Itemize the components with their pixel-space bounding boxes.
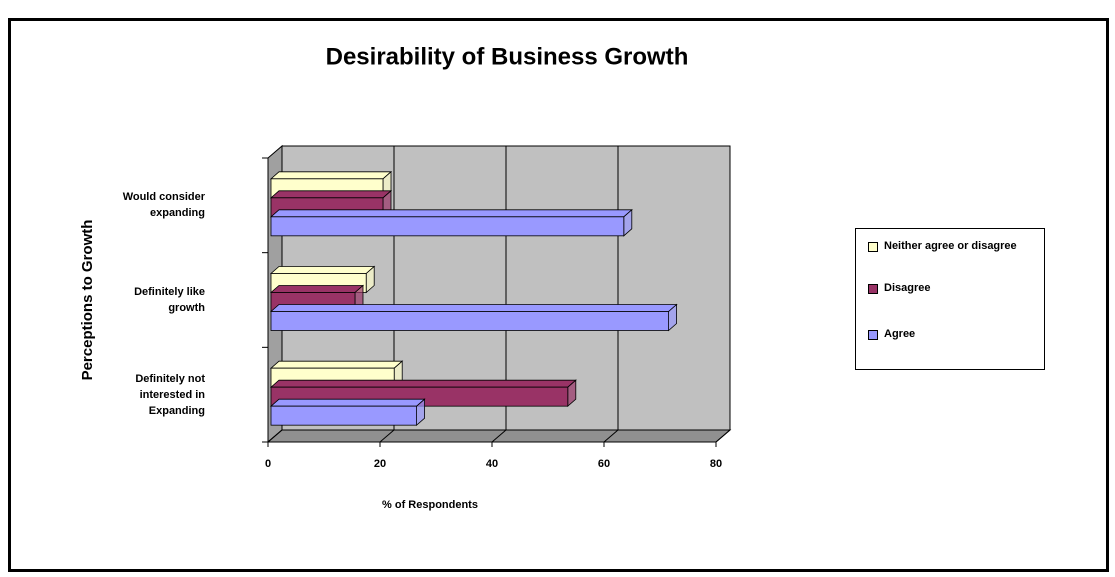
bar-top: [269, 190, 393, 199]
x-tick-label: 60: [598, 458, 610, 470]
bar: [269, 303, 678, 332]
y-tick-label: Definitely not interested in Expanding: [135, 372, 205, 417]
bar-top: [269, 379, 577, 388]
bar: [269, 208, 633, 237]
legend-label: Disagree: [884, 282, 931, 294]
bar-top: [269, 360, 404, 369]
grid-line: [267, 429, 283, 443]
grid-line: [379, 429, 395, 443]
x-tick-label: 20: [374, 458, 386, 470]
grid-line: [715, 429, 731, 443]
legend-item: Agree: [868, 327, 1038, 342]
y-tick-label: Would consider expanding: [122, 191, 205, 220]
legend-label: Neither agree or disagree: [884, 240, 1017, 252]
chart-frame: [8, 18, 1109, 572]
x-tick-label: 80: [710, 458, 722, 470]
y-axis-label: Perceptions to Growth: [79, 220, 96, 381]
legend-swatch: [868, 284, 878, 294]
x-axis-label: % of Respondents: [382, 499, 478, 511]
chart-title: Desirability of Business Growth: [326, 43, 689, 70]
grid-line: [491, 429, 507, 443]
bar-front: [270, 405, 418, 426]
bar-top: [269, 266, 376, 274]
legend-item: Disagree: [868, 281, 1038, 296]
bar-top: [269, 171, 393, 180]
x-tick-label: 40: [486, 458, 498, 470]
bar: [269, 398, 426, 427]
bar-top: [269, 398, 426, 407]
legend-item: Neither agree or disagree: [868, 239, 1038, 254]
bar-top: [269, 285, 365, 293]
legend-swatch: [868, 242, 878, 252]
legend-swatch: [868, 330, 878, 340]
bar-top: [269, 304, 678, 312]
bar-top: [269, 209, 633, 218]
y-tick-label: Definitely like growth: [134, 286, 205, 314]
legend-label: Agree: [884, 328, 916, 340]
grid-line: [603, 429, 619, 443]
bar-front: [270, 216, 625, 237]
x-tick-label: 0: [265, 458, 271, 470]
bar-front: [270, 311, 670, 331]
legend: Neither agree or disagree Disagree Agree: [855, 228, 1045, 370]
